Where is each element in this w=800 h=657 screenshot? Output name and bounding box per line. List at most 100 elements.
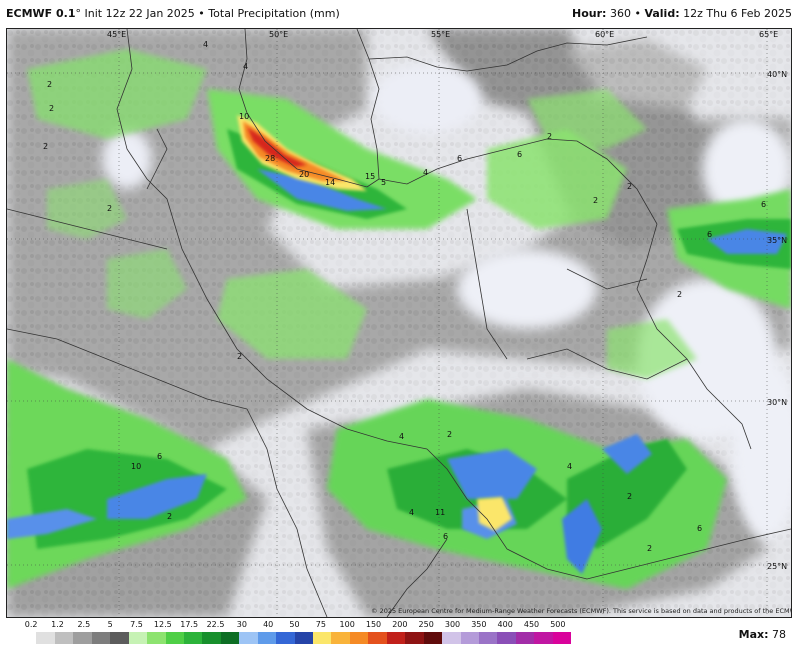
contour-label: 4 xyxy=(243,62,248,71)
colorbar-tick-label: 30 xyxy=(236,620,247,629)
colorbar-swatch xyxy=(386,632,406,644)
product-name: Total Precipitation (mm) xyxy=(208,7,340,20)
colorbar-swatch xyxy=(423,632,443,644)
colorbar-swatch xyxy=(276,632,295,644)
colorbar-swatch xyxy=(552,632,572,644)
colorbar-tick-label: 40 xyxy=(263,620,274,629)
colorbar-swatch xyxy=(460,632,479,644)
contour-label: 14 xyxy=(325,178,335,187)
colorbar-tick-label: 250 xyxy=(418,620,434,629)
colorbar-tick-label: 22.5 xyxy=(206,620,225,629)
init-time: Init 12z 22 Jan 2025 xyxy=(84,7,195,20)
contour-label: 4 xyxy=(203,40,208,49)
colorbar-tick-label: 350 xyxy=(471,620,487,629)
contour-label: 2 xyxy=(447,430,452,439)
contour-label: 6 xyxy=(707,230,712,239)
chart-header: ECMWF 0.1° Init 12z 22 Jan 2025 • Total … xyxy=(0,0,800,26)
colorbar-swatch xyxy=(534,632,553,644)
contour-label: 5 xyxy=(381,178,386,187)
colorbar-swatch xyxy=(110,632,129,644)
map-canvas: 45°E 50°E 55°E 60°E 65°E 40°N 35°N 30°N … xyxy=(7,29,791,617)
colorbar-tick-label: 300 xyxy=(444,620,461,629)
valid-label: Valid: xyxy=(644,7,680,20)
blue-precip-layer xyxy=(7,169,787,574)
colorbar-swatch xyxy=(331,632,350,644)
colorbar-tick-label: 1.2 xyxy=(51,620,64,629)
lon-label-65: 65°E xyxy=(759,30,778,39)
colorbar-swatch xyxy=(349,632,369,644)
contour-label: 2 xyxy=(237,352,242,361)
colorbar-tick-label: 450 xyxy=(523,620,540,629)
colorbar-tick-label: 12.5 xyxy=(153,620,172,629)
contour-label: 2 xyxy=(43,142,48,151)
contour-label: 2 xyxy=(647,544,652,553)
lon-label-60: 60°E xyxy=(595,30,614,39)
colorbar xyxy=(18,632,572,644)
max-number: 78 xyxy=(772,628,786,641)
contour-label: 6 xyxy=(157,452,162,461)
contour-label: 2 xyxy=(593,196,598,205)
contour-label: 6 xyxy=(697,524,702,533)
graticule xyxy=(7,29,791,617)
colorbar-swatch xyxy=(91,632,111,644)
colorbar-labels: 0.2 1.2 2.5 5 7.5 12.5 17.5 22.5 30 40 50 75 100 150 2… xyxy=(18,620,571,632)
colorbar-tick-label: 0.2 xyxy=(24,620,38,629)
colorbar-swatch xyxy=(515,632,535,644)
valid-value: 12z Thu 6 Feb 2025 xyxy=(683,7,792,20)
colorbar-swatch xyxy=(202,632,221,644)
contour-label: 28 xyxy=(265,154,275,163)
longitude-labels: 45°E 50°E 55°E 60°E 65°E xyxy=(107,30,778,39)
colorbar-swatch xyxy=(257,632,277,644)
contour-label: 2 xyxy=(49,104,54,113)
contour-label: 4 xyxy=(409,508,414,517)
colorbar-tick-label: 17.5 xyxy=(180,620,199,629)
lat-label-30: 30°N xyxy=(767,398,787,407)
colorbar-tick-label: 500 xyxy=(550,620,566,629)
lon-label-55: 55°E xyxy=(431,30,450,39)
contour-label: 6 xyxy=(443,532,448,541)
contour-label: 10 xyxy=(131,462,141,471)
contour-label: 2 xyxy=(167,512,172,521)
colorbar-tick-label: 7.5 xyxy=(130,620,143,629)
colorbar-swatch xyxy=(18,632,37,644)
contour-label: 10 xyxy=(239,112,249,121)
colorbar-tick-label: 5 xyxy=(107,620,113,629)
colorbar-tick-label: 2.5 xyxy=(77,620,91,629)
colorbar-swatch xyxy=(36,632,55,644)
contour-label: 6 xyxy=(457,154,462,163)
colorbar-tick-label: 50 xyxy=(289,620,300,629)
contour-label: 2 xyxy=(627,492,632,501)
colorbar-swatch xyxy=(478,632,498,644)
contour-label: 2 xyxy=(107,204,112,213)
colorbar-swatch xyxy=(73,632,92,644)
contour-label: 4 xyxy=(423,168,428,177)
copyright-text: © 2025 European Centre for Medium-Range … xyxy=(371,607,791,615)
contour-label: 2 xyxy=(547,132,552,141)
lon-label-50: 50°E xyxy=(269,30,288,39)
contour-label: 4 xyxy=(567,462,572,471)
colorbar-swatch xyxy=(442,632,461,644)
model-name: ECMWF 0.1 xyxy=(6,7,76,20)
contour-label: 2 xyxy=(47,80,52,89)
colorbar-swatch xyxy=(294,632,313,644)
precipitation-map[interactable]: 45°E 50°E 55°E 60°E 65°E 40°N 35°N 30°N … xyxy=(6,28,792,618)
colorbar-tick-label: 150 xyxy=(365,620,382,629)
colorbar-swatch xyxy=(239,632,258,644)
lat-label-25: 25°N xyxy=(767,562,787,571)
colorbar-tick-label: 100 xyxy=(339,620,355,629)
lon-label-45: 45°E xyxy=(107,30,126,39)
colorbar-swatch xyxy=(165,632,184,644)
contour-label: 15 xyxy=(365,172,375,181)
max-value: Max: 78 xyxy=(739,628,786,641)
colorbar-swatch xyxy=(220,632,240,644)
header-left: ECMWF 0.1° Init 12z 22 Jan 2025 • Total … xyxy=(6,7,340,20)
header-right: Hour: 360 • Valid: 12z Thu 6 Feb 2025 xyxy=(572,7,792,20)
lat-label-40: 40°N xyxy=(767,70,787,79)
contour-label: 2 xyxy=(627,182,632,191)
contour-labels: 2 4 2 4 2 2 10 28 20 14 15 5 6 4 6 2 2 2 6 6 2 2 4 2 4 2 2 6 10 6 4 11 6… xyxy=(43,40,766,553)
colorbar-tick-label: 400 xyxy=(497,620,513,629)
hour-label: Hour: xyxy=(572,7,607,20)
contour-label: 4 xyxy=(399,432,404,441)
hour-value: 360 xyxy=(609,7,631,20)
colorbar-swatch xyxy=(147,632,166,644)
